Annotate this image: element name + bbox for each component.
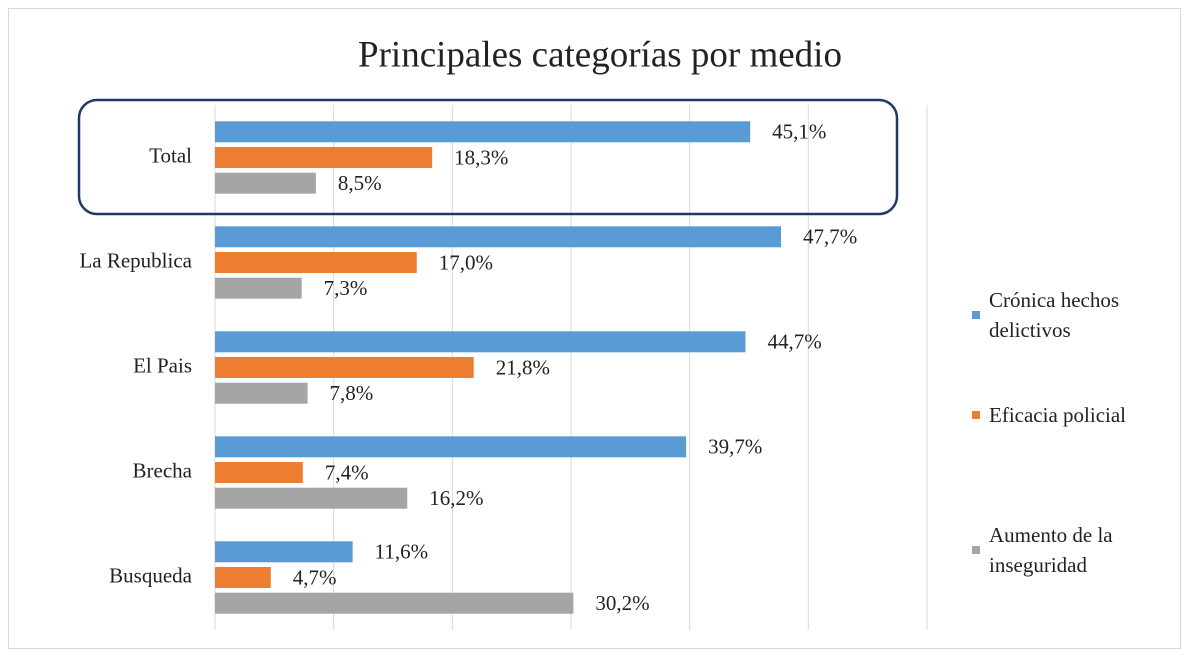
data-label: 4,7% <box>293 565 337 589</box>
data-label: 11,6% <box>375 540 428 564</box>
bar <box>215 121 751 143</box>
bar <box>215 172 316 194</box>
data-label: 17,0% <box>439 250 493 274</box>
legend-swatch <box>972 311 980 319</box>
y-tick-label: Brecha <box>133 458 193 482</box>
legend-label: Crónica hechos delictivos <box>989 288 1120 342</box>
chart-title: Principales categorías por medio <box>358 34 842 75</box>
data-label: 7,4% <box>325 460 369 484</box>
bar <box>215 462 303 483</box>
legend-swatch <box>972 546 980 554</box>
bar <box>215 226 782 248</box>
data-label: 30,2% <box>595 591 649 615</box>
data-label: 39,7% <box>708 435 762 459</box>
bar <box>215 567 271 588</box>
data-label: 7,3% <box>324 276 368 300</box>
bar <box>215 147 433 168</box>
y-tick-label: Busqueda <box>109 563 193 587</box>
data-label: 18,3% <box>454 145 508 169</box>
data-label: 7,8% <box>330 381 374 405</box>
y-tick-label: La Republica <box>79 248 192 272</box>
y-tick-label: Total <box>149 143 192 167</box>
y-tick-label: El Pais <box>133 353 192 377</box>
bar <box>215 357 474 378</box>
data-label: 44,7% <box>767 330 821 354</box>
bar <box>215 331 746 353</box>
data-label: 47,7% <box>803 225 857 249</box>
bar <box>215 436 687 458</box>
bars: 45,1% 18,3% 8,5% 47,7% 17,0% 7,3% 44,7% 21,8% 7,… <box>215 120 857 615</box>
bar <box>215 382 308 404</box>
bar <box>215 252 417 273</box>
data-label: 45,1% <box>772 120 826 144</box>
data-label: 16,2% <box>429 486 483 510</box>
legend-label: Eficacia policial <box>989 403 1127 427</box>
data-label: 21,8% <box>496 355 550 379</box>
bar <box>215 592 574 614</box>
legend-item: Eficacia policial <box>972 400 1177 430</box>
bar <box>215 277 302 299</box>
highlight-box <box>77 98 899 216</box>
chart-border <box>8 8 1181 649</box>
legend-item: Crónica hechos delictivos <box>972 285 1177 345</box>
bar <box>215 487 408 509</box>
legend-swatch <box>972 411 980 419</box>
legend-item: Aumento de la inseguridad <box>972 520 1177 580</box>
data-label: 8,5% <box>338 171 382 195</box>
bar <box>215 541 353 563</box>
legend-label: Aumento de la inseguridad <box>989 523 1113 577</box>
